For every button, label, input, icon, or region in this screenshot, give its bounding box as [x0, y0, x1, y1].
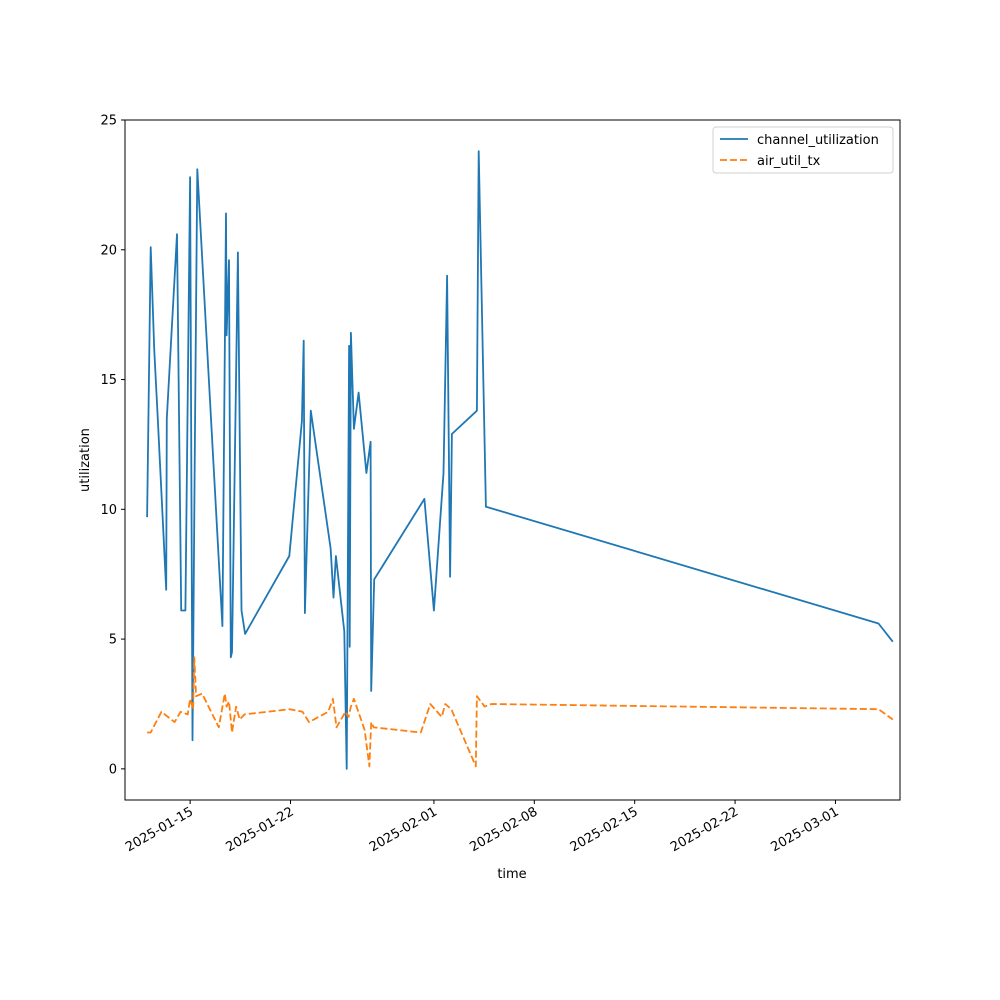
- y-axis-label: utilization: [78, 428, 93, 492]
- y-tick-label: 20: [100, 243, 117, 258]
- legend-label-air_util_tx: air_util_tx: [757, 154, 821, 169]
- x-axis-label: time: [497, 867, 526, 882]
- series-line-channel_utilization: [146, 150, 894, 770]
- y-tick-label: 10: [100, 503, 117, 518]
- y-tick-label: 0: [109, 762, 117, 777]
- plot-frame: [124, 119, 901, 801]
- y-tick-label: 5: [109, 633, 117, 648]
- y-tick-label: 15: [100, 373, 117, 388]
- legend-box: [712, 126, 894, 174]
- series-layer: [146, 150, 894, 770]
- y-tick-label: 25: [100, 114, 117, 129]
- y-axis: 0 5 10 15 20 25: [100, 114, 125, 777]
- legend-label-channel_utilization: channel_utilization: [757, 133, 879, 148]
- legend: channel_utilization air_util_tx: [712, 126, 894, 174]
